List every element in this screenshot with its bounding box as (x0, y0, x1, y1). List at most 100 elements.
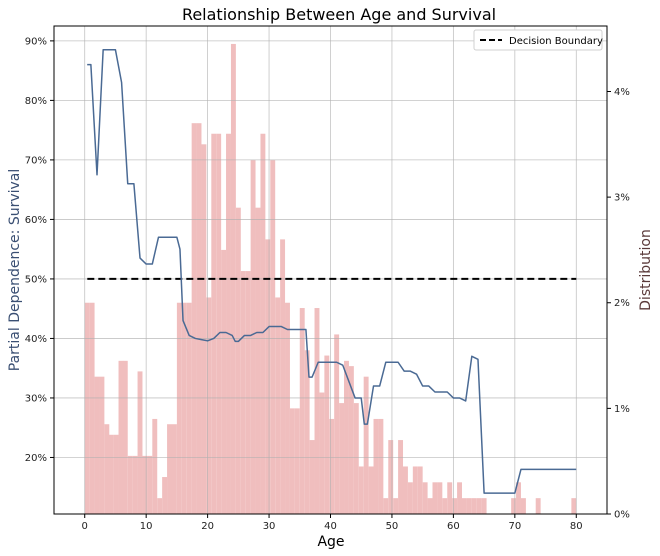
y-tick-label: 30% (25, 393, 47, 404)
y-tick-label: 70% (25, 155, 47, 166)
x-tick-label: 10 (140, 521, 153, 532)
histogram-bar (113, 434, 119, 514)
histogram-bar (152, 418, 158, 514)
histogram-bar (127, 455, 133, 514)
histogram-bar (304, 350, 310, 514)
histogram-bar (260, 133, 266, 515)
histogram-bar (142, 455, 148, 514)
y-tick-label: 50% (25, 274, 47, 285)
legend-decision-boundary-label: Decision Boundary (509, 36, 603, 47)
histogram-bar (132, 455, 138, 514)
y-tick-label: 60% (25, 215, 47, 226)
histogram-bar (240, 271, 246, 514)
histogram-bar (275, 297, 281, 514)
y-tick-label: 90% (25, 36, 47, 47)
histogram-bar (457, 482, 462, 514)
histogram-bar (250, 160, 256, 514)
histogram-bar (285, 302, 290, 514)
histogram-bar (476, 498, 482, 514)
y2-tick-label: 2% (614, 298, 630, 309)
histogram-bar (226, 133, 231, 515)
histogram-bar (137, 371, 143, 514)
histogram-bar (104, 424, 110, 514)
histogram-bar (353, 403, 359, 514)
histogram-bar (520, 498, 526, 514)
legend: Decision Boundary (473, 29, 603, 51)
histogram-bar (309, 440, 315, 514)
histogram-bar (167, 424, 172, 514)
histogram-bar (348, 366, 354, 514)
histogram-bar (294, 408, 300, 514)
y2-tick-label: 4% (614, 87, 630, 98)
histogram-bar (344, 360, 349, 514)
histogram-bar (319, 392, 325, 514)
histogram-bar (181, 302, 187, 514)
legend-box (473, 29, 603, 51)
x-axis-label: Age (317, 534, 344, 550)
x-tick-label: 70 (508, 521, 521, 532)
histogram-bar (324, 355, 330, 514)
histogram-bar (363, 376, 369, 514)
histogram-bar (388, 440, 394, 514)
histogram-bar (358, 466, 364, 514)
histogram-bar (452, 498, 458, 514)
y2-tick-label: 0% (614, 510, 630, 521)
histogram-bar (417, 466, 423, 514)
partial-dependence-line (87, 49, 577, 494)
histogram-bar (235, 207, 241, 514)
histogram-bar (108, 434, 114, 514)
histogram-bar (373, 418, 379, 514)
histogram-bar (398, 440, 404, 514)
grid (54, 26, 607, 514)
histogram-bar (147, 455, 153, 514)
histogram-bar (571, 498, 577, 514)
histogram-bar (535, 498, 541, 514)
histogram-bar (289, 408, 295, 514)
histogram-bar (442, 498, 448, 514)
histogram-bar (427, 498, 433, 514)
histogram-bar (407, 482, 413, 514)
histogram-bar (314, 308, 320, 514)
histogram-bar (206, 297, 212, 514)
histogram-bar (516, 482, 521, 514)
histogram-bar (162, 477, 168, 514)
histogram-bar (157, 498, 163, 514)
histogram-bar (403, 466, 408, 514)
histogram-bar (339, 403, 345, 514)
histogram-bar (334, 334, 340, 514)
y-axis-left: 20% 30% 40% 50% 60% 70% 80% 90% (25, 36, 54, 464)
histogram-bar (471, 498, 477, 514)
histogram-bar (122, 360, 128, 514)
x-tick-label: 0 (82, 521, 88, 532)
y2-tick-label: 1% (614, 404, 630, 415)
y-axis-right: 0% 1% 2% 3% 4% (607, 87, 630, 521)
x-tick-label: 50 (386, 521, 399, 532)
histogram-bar (329, 418, 335, 514)
y2-tick-label: 3% (614, 193, 630, 204)
histogram-bar (412, 466, 418, 514)
histogram-bar (201, 144, 207, 515)
x-tick-label: 30 (263, 521, 276, 532)
histogram-bar (461, 498, 467, 514)
y-tick-label: 80% (25, 96, 47, 107)
histogram-bar (270, 160, 276, 514)
histogram-bar (368, 466, 374, 514)
y-tick-label: 20% (25, 453, 47, 464)
x-tick-label: 20 (201, 521, 214, 532)
histogram-bar (211, 133, 217, 515)
histogram-bar (393, 498, 399, 514)
x-tick-label: 40 (324, 521, 337, 532)
histogram-bar (466, 498, 472, 514)
histogram-bar (422, 482, 428, 514)
x-tick-label: 60 (447, 521, 460, 532)
histogram-bar (447, 482, 453, 514)
histogram-bar (89, 302, 95, 514)
histogram-bar (481, 498, 487, 514)
histogram-bar (432, 482, 438, 514)
chart-title: Relationship Between Age and Survival (182, 5, 496, 24)
histogram-bar (176, 302, 182, 514)
histogram-bar (383, 498, 389, 514)
histogram-bar (196, 123, 202, 515)
histogram-bar (255, 207, 261, 514)
